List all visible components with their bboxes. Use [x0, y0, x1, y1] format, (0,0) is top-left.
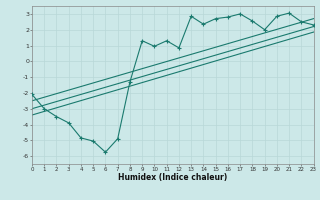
X-axis label: Humidex (Indice chaleur): Humidex (Indice chaleur) [118, 173, 228, 182]
